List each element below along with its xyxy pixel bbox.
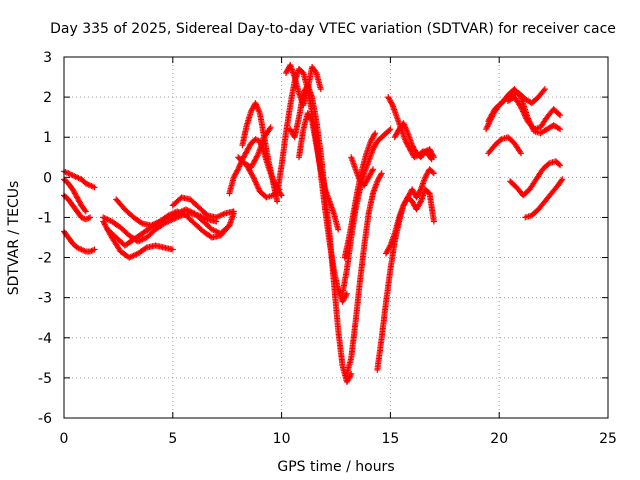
y-axis-label: SDTVAR / TECUs bbox=[6, 181, 22, 296]
data-track-11 bbox=[235, 124, 274, 171]
data-point bbox=[417, 199, 424, 206]
data-point bbox=[430, 218, 437, 225]
data-point bbox=[386, 127, 393, 134]
data-point bbox=[388, 100, 395, 107]
data-point bbox=[541, 86, 548, 93]
data-track-24 bbox=[391, 120, 437, 161]
x-tick-label: 5 bbox=[168, 431, 177, 447]
data-point bbox=[317, 86, 324, 93]
data-point bbox=[81, 207, 88, 214]
data-track-20 bbox=[348, 154, 376, 189]
data-track-3 bbox=[61, 176, 89, 215]
data-point bbox=[417, 187, 424, 194]
y-tick-label: -1 bbox=[38, 210, 52, 226]
data-point bbox=[520, 109, 527, 116]
data-point bbox=[274, 198, 281, 205]
y-tick-label: 3 bbox=[43, 50, 52, 66]
data-track-14 bbox=[283, 62, 324, 109]
data-point bbox=[557, 126, 564, 133]
data-track-30 bbox=[522, 176, 566, 221]
y-tick-label: -4 bbox=[38, 331, 52, 347]
x-tick-label: 25 bbox=[599, 431, 617, 447]
data-track-7 bbox=[104, 206, 237, 249]
data-points bbox=[61, 62, 566, 385]
y-tick-label: -3 bbox=[38, 291, 52, 307]
data-point bbox=[91, 246, 98, 253]
data-point bbox=[87, 214, 94, 221]
data-point bbox=[387, 126, 394, 133]
data-point bbox=[483, 126, 490, 133]
data-point bbox=[557, 162, 564, 169]
data-point bbox=[370, 166, 376, 173]
y-tick-label: -5 bbox=[38, 371, 52, 387]
data-point bbox=[82, 208, 89, 215]
data-point bbox=[372, 130, 379, 137]
y-tick-label: 0 bbox=[43, 170, 52, 186]
data-point bbox=[253, 153, 260, 160]
data-point bbox=[559, 176, 566, 183]
data-track-28 bbox=[485, 134, 524, 157]
x-tick-label: 0 bbox=[60, 431, 69, 447]
data-track-0 bbox=[61, 228, 98, 255]
data-track-1 bbox=[61, 192, 94, 223]
data-point bbox=[429, 169, 436, 176]
data-point bbox=[369, 167, 376, 174]
data-point bbox=[378, 170, 385, 177]
data-track-21 bbox=[374, 186, 437, 373]
data-point bbox=[343, 292, 350, 298]
data-point bbox=[557, 112, 564, 119]
data-track-15 bbox=[287, 82, 355, 385]
data-track-17 bbox=[343, 170, 385, 377]
data-point bbox=[556, 111, 562, 118]
data-point bbox=[308, 116, 315, 123]
data-point bbox=[278, 192, 285, 199]
x-tick-label: 20 bbox=[490, 431, 508, 447]
y-tick-label: 2 bbox=[43, 90, 52, 106]
data-point bbox=[430, 154, 437, 161]
data-track-19 bbox=[341, 130, 379, 261]
y-tick-label: -2 bbox=[38, 251, 52, 267]
plot-frame bbox=[63, 56, 609, 419]
data-point bbox=[138, 219, 145, 226]
data-point bbox=[430, 170, 437, 177]
y-tick-label: 1 bbox=[43, 130, 52, 146]
data-point bbox=[540, 87, 547, 94]
data-track-22 bbox=[383, 166, 437, 257]
data-point bbox=[556, 161, 562, 168]
data-track-27 bbox=[504, 94, 564, 133]
data-point bbox=[234, 167, 241, 174]
data-point bbox=[142, 245, 149, 252]
data-point bbox=[555, 125, 562, 132]
data-point bbox=[267, 124, 274, 131]
data-point bbox=[91, 184, 98, 191]
data-point bbox=[169, 246, 176, 253]
data-track-29 bbox=[507, 158, 564, 199]
x-tick-labels: 0 5 10 15 20 25 bbox=[60, 431, 617, 447]
data-point bbox=[371, 131, 378, 138]
x-axis-label: GPS time / hours bbox=[277, 459, 394, 475]
x-tick-label: 10 bbox=[273, 431, 291, 447]
data-point bbox=[335, 226, 342, 233]
data-point bbox=[558, 177, 565, 184]
x-tick-label: 15 bbox=[381, 431, 399, 447]
chart-title: Day 335 of 2025, Sidereal Day-to-day VTE… bbox=[50, 21, 616, 37]
data-point bbox=[277, 191, 284, 198]
y-tick-labels: -6 -5 -4 -3 -2 -1 0 1 2 3 bbox=[38, 50, 52, 427]
y-tick-label: -6 bbox=[38, 411, 52, 427]
data-track-8 bbox=[169, 194, 237, 221]
data-point bbox=[347, 372, 354, 379]
data-track-2 bbox=[61, 168, 98, 191]
data-point bbox=[230, 208, 237, 215]
data-track-16 bbox=[296, 110, 342, 233]
data-point bbox=[518, 150, 524, 157]
